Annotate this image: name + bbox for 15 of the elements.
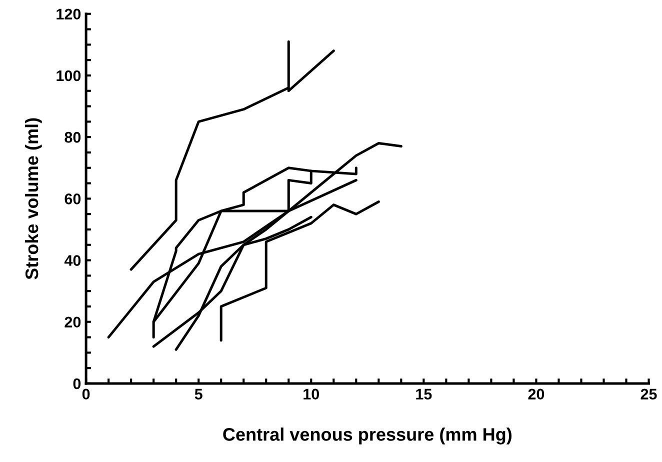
x-axis-title: Central venous pressure (mm Hg) (223, 428, 512, 444)
y-tick-label: 20 (64, 316, 81, 328)
x-tick-label: 10 (304, 388, 320, 400)
x-tick-label: 20 (528, 388, 544, 400)
y-tick-label: 120 (56, 8, 81, 20)
y-tick-label: 40 (64, 255, 81, 266)
y-tick-label: 60 (64, 194, 81, 204)
x-tick-label: 15 (416, 388, 432, 400)
x-tick-label: 5 (194, 388, 202, 400)
x-tick-label: 0 (82, 388, 90, 400)
x-tick-label: 25 (640, 388, 657, 400)
y-tick-label: 0 (73, 378, 81, 390)
y-axis-title: Stroke volume (ml) (24, 118, 42, 280)
y-tick-label: 100 (56, 70, 81, 82)
y-tick-label: 80 (64, 132, 81, 143)
